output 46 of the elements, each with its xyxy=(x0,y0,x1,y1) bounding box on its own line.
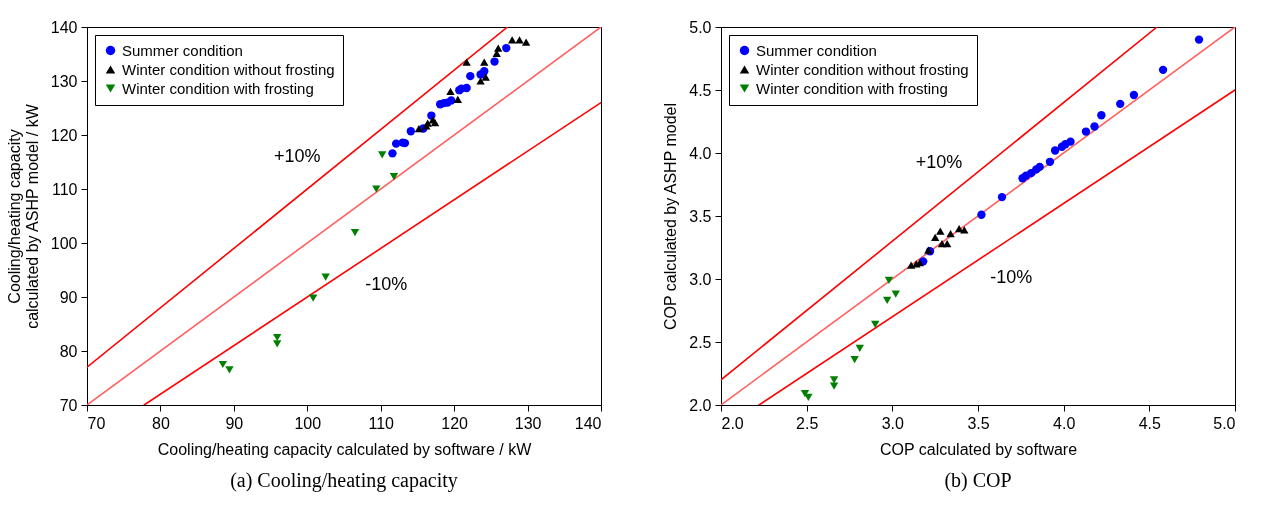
y-tick-label: 2.0 xyxy=(689,396,712,414)
y-tick-label: 120 xyxy=(50,126,78,144)
legend-label: Winter condition without frosting xyxy=(122,60,335,78)
x-tick-label: 3.5 xyxy=(967,414,990,432)
y-tick-label: 110 xyxy=(51,180,78,198)
y-tick-label: 5.0 xyxy=(689,18,712,36)
x-tick-label: 3.0 xyxy=(881,414,905,432)
y-tick-label: 4.0 xyxy=(689,144,712,162)
x-tick-label: 2.0 xyxy=(721,414,744,432)
y-tick-label: 80 xyxy=(59,342,78,360)
y-tick-label: 70 xyxy=(59,396,78,414)
x-tick-label: 130 xyxy=(514,414,542,432)
y-tick-label: 90 xyxy=(59,288,78,306)
x-tick-label: 110 xyxy=(368,414,395,432)
x-tick-label: 140 xyxy=(574,414,602,432)
y-tick-label: 2.5 xyxy=(689,333,712,351)
legend-label: Winter condition with frosting xyxy=(756,79,948,97)
y-tick-label: 100 xyxy=(50,234,78,252)
annotation: -10% xyxy=(990,267,1033,288)
x-tick-label: 90 xyxy=(225,414,244,432)
legend-label: Winter condition without frosting xyxy=(756,60,969,78)
annotation: -10% xyxy=(365,273,408,294)
x-tick-label: 80 xyxy=(152,414,170,432)
x-tick-label: 100 xyxy=(294,414,322,432)
x-axis-title: COP calculated by software xyxy=(879,440,1078,458)
y-tick-label: 130 xyxy=(50,72,78,90)
legend-label: Summer condition xyxy=(122,41,243,59)
x-tick-label: 120 xyxy=(441,414,469,432)
y-axis-title: COP calculated by ASHP model xyxy=(662,102,680,331)
legend-label: Summer condition xyxy=(756,41,877,59)
y-tick-label: 140 xyxy=(50,18,78,36)
legend-label: Winter condition with frosting xyxy=(122,79,314,97)
x-tick-label: 4.5 xyxy=(1138,414,1162,432)
text: (a) Cooling/heating capacity xyxy=(230,469,458,492)
x-tick-label: 2.5 xyxy=(796,414,819,432)
x-tick-label: 5.0 xyxy=(1213,414,1236,432)
annotation: +10% xyxy=(273,146,321,167)
x-tick-label: 4.0 xyxy=(1053,414,1076,432)
x-tick-label: 70 xyxy=(87,414,106,432)
y-tick-label: 3.0 xyxy=(689,270,712,288)
y-axis-title: Cooling/heating capacity calculated by ASHP model / kW xyxy=(5,103,41,329)
x-axis-title: Cooling/heating capacity calculated by software / kW xyxy=(157,440,533,458)
y-tick-label: 4.5 xyxy=(689,81,712,99)
y-tick-label: 3.5 xyxy=(689,207,712,225)
text: (b) COP xyxy=(944,469,1012,492)
annotation: +10% xyxy=(915,152,963,173)
